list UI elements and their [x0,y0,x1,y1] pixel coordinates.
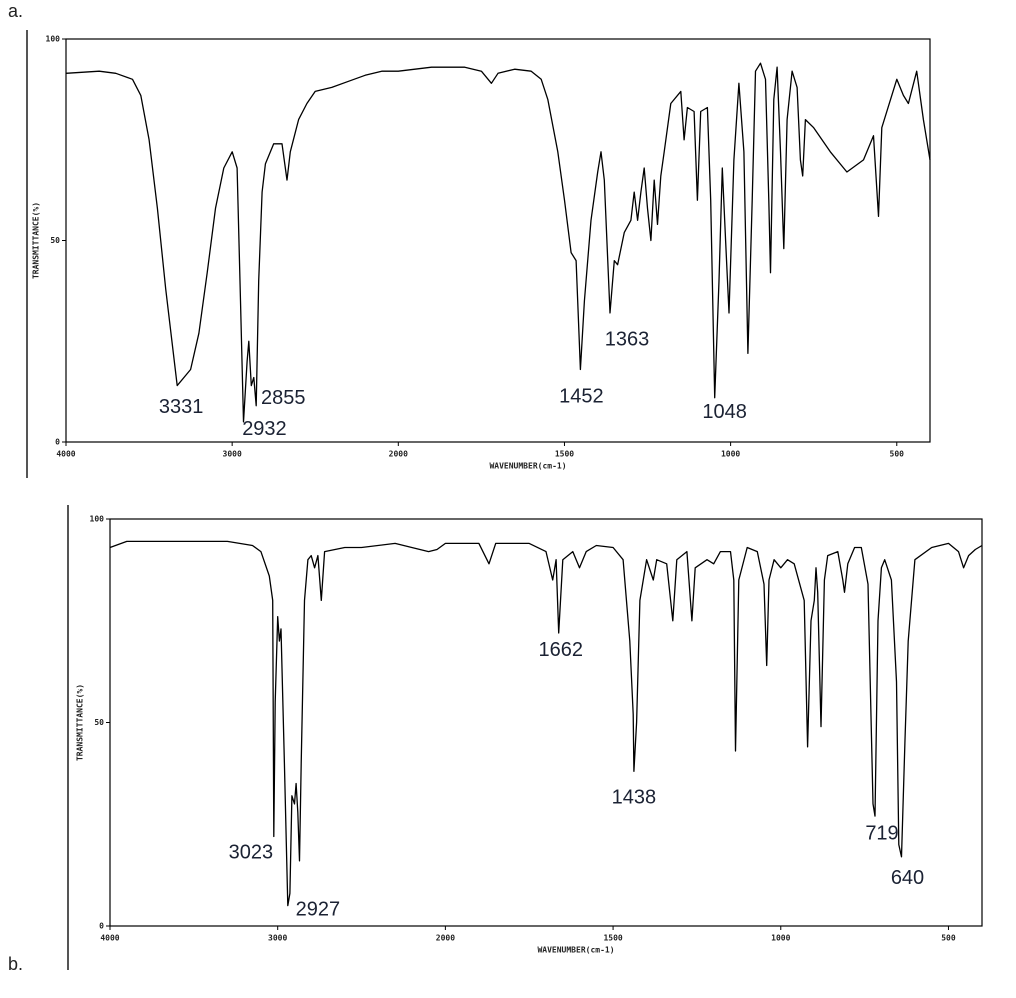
spectrum-line [109,540,983,907]
spectrum-chart: a. 0 50 100 4000 3000 2000 1500 1000 500 WAVENUMBE… [8,1,931,478]
peak-label: 2927 [296,899,341,921]
x-tick-label: 4000 [100,934,119,943]
spectrum-chart: b. 0 50 100 4000 3000 2000 1500 1000 500 WAVENUMBE… [8,505,983,974]
x-tick-label: 3000 [223,450,242,459]
x-tick-label: 2000 [389,450,408,459]
peak-label: 2855 [261,387,306,409]
x-tick-label: 1000 [771,934,790,943]
x-tick-label: 2000 [436,934,455,943]
peak-label: 1363 [605,328,650,350]
y-tick-label: 0 [99,922,104,931]
x-axis-label: WAVENUMBER(cm-1) [489,462,566,471]
y-tick-label: 100 [90,515,105,524]
y-tick-label: 100 [46,35,61,44]
x-tick-label: 1000 [721,450,740,459]
y-tick-label: 0 [55,438,60,447]
spectrum-line [65,62,931,423]
peak-label: 3023 [229,842,274,864]
peak-label: 1452 [559,386,604,408]
peak-label: 719 [865,822,898,844]
peak-label: 1438 [612,787,657,809]
y-tick-label: 50 [50,236,60,245]
y-axis-label: TRANSMITTANCE(%) [32,202,41,279]
x-axis-label: WAVENUMBER(cm-1) [537,946,614,955]
panel-label: a. [8,1,23,21]
peak-label: 1048 [702,401,747,423]
peak-label: 640 [891,867,924,889]
x-tick-label: 500 [941,934,956,943]
x-tick-label: 500 [890,450,905,459]
peak-label: 2932 [242,418,287,440]
x-tick-label: 1500 [603,934,622,943]
y-tick-label: 50 [94,718,104,727]
x-tick-label: 4000 [56,450,75,459]
x-tick-label: 1500 [555,450,574,459]
peak-label: 1662 [538,639,583,661]
y-axis-label: TRANSMITTANCE(%) [76,684,85,761]
peak-label: 3331 [159,396,204,418]
panel-label: b. [8,954,23,974]
x-tick-label: 3000 [268,934,287,943]
